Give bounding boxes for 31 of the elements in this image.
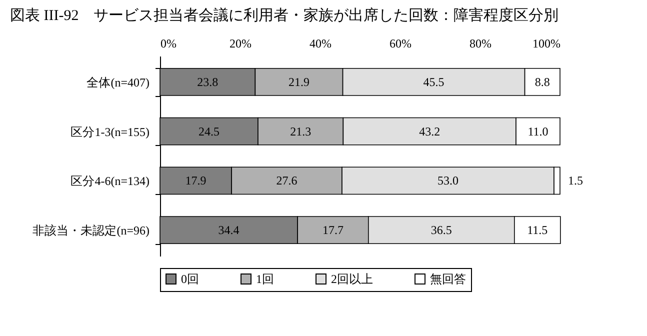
x-tick-label: 40% [310,36,332,50]
x-tick-label: 100% [532,36,560,50]
data-label: 1.5 [568,174,583,188]
legend-label: 0回 [181,272,199,286]
legend-label: 2回以上 [331,272,373,286]
x-tick-label: 20% [230,36,252,50]
data-label: 24.5 [198,124,220,138]
y-tick-label: 非該当・未認定(n=96) [32,224,150,238]
data-label: 8.8 [534,74,550,89]
data-label: 43.2 [419,124,440,138]
data-label: 21.9 [288,74,310,89]
data-label: 53.0 [438,174,458,188]
data-label: 11.5 [527,223,548,238]
x-tick-label: 80% [470,36,492,50]
data-label: 17.9 [185,174,206,188]
data-label: 21.3 [290,124,312,138]
chart-title: 図表 III-92 サービス担当者会議に利用者・家族が出席した回数：障害程度区分別 [10,7,559,24]
data-label: 34.4 [218,223,240,238]
data-label: 23.8 [197,74,218,89]
data-label: 17.7 [322,223,344,238]
legend-label: 無回答 [430,272,466,286]
data-label: 27.6 [276,174,298,188]
legend-label: 1回 [256,272,274,286]
y-tick-label: 区分1-3(n=155) [70,124,150,139]
data-label: 45.5 [423,74,444,89]
data-label: 11.0 [528,124,548,138]
x-tick-label: 0% [160,36,176,50]
data-label: 36.5 [430,223,452,238]
y-tick-label: 区分4-6(n=134) [70,174,150,188]
x-tick-label: 60% [390,36,412,50]
y-tick-label: 全体(n=407) [86,75,150,90]
